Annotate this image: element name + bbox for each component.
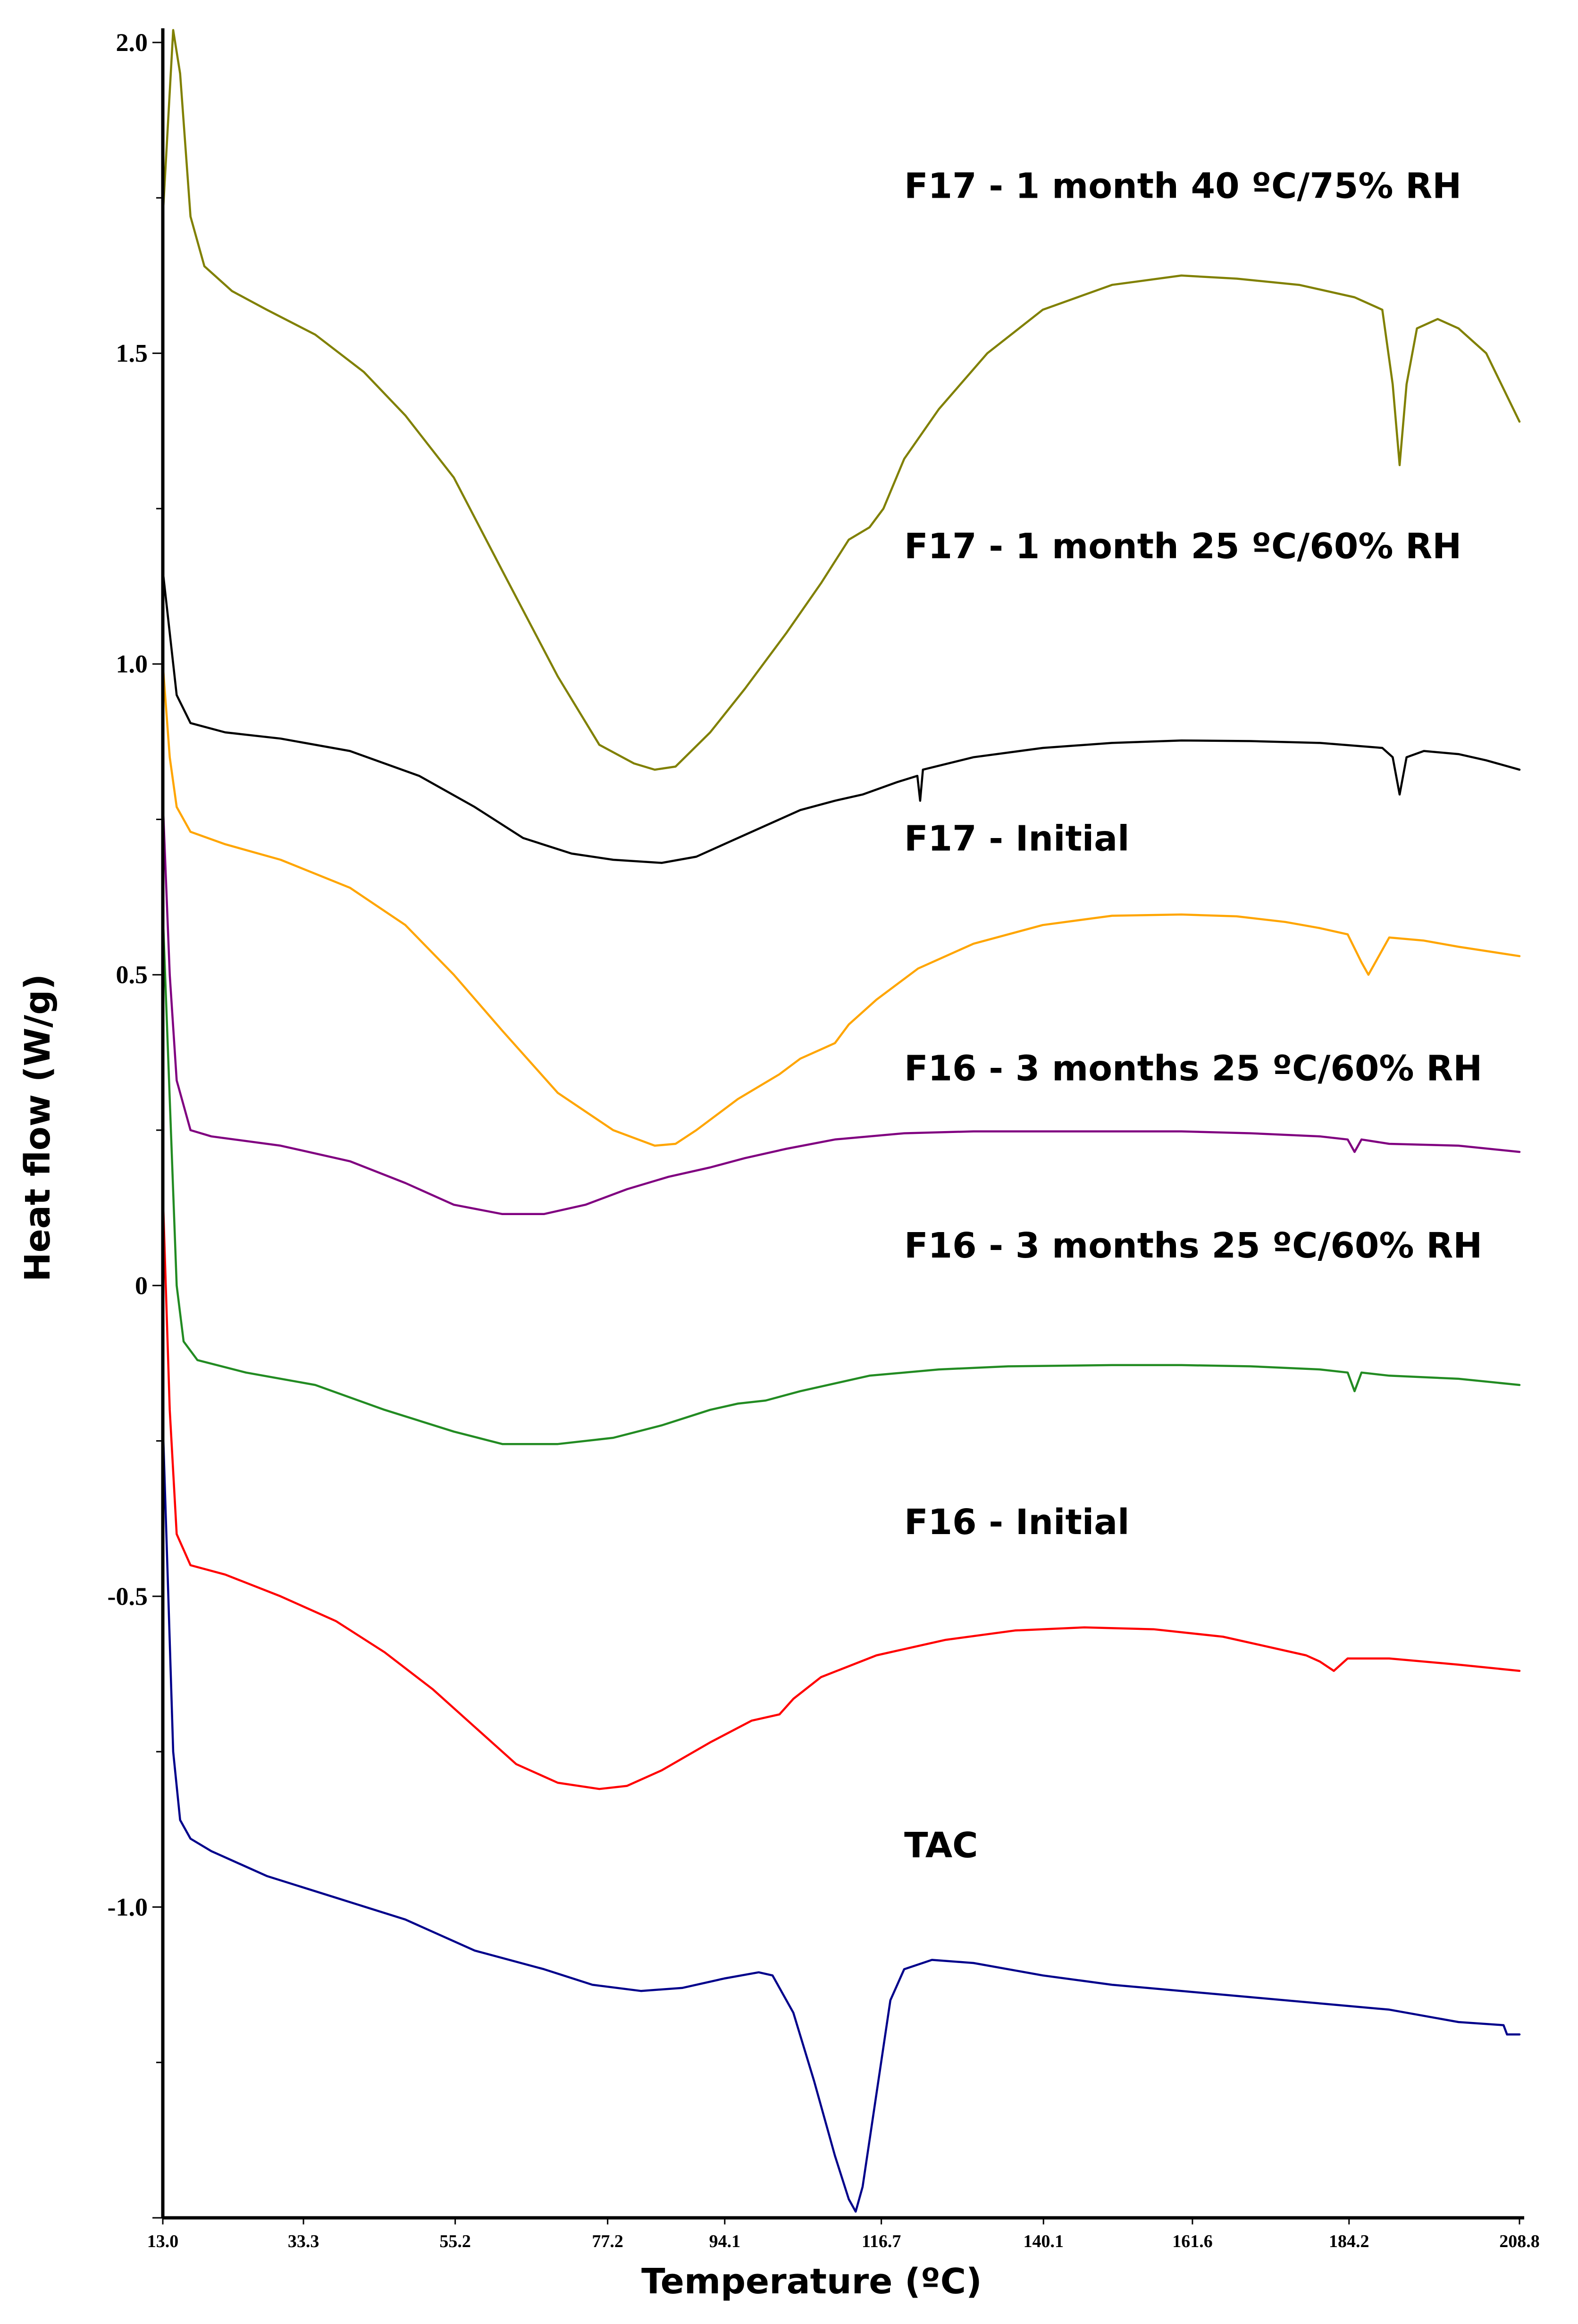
y-axis-title: Heat flow (W/g) [17,974,58,1282]
x-tick-label: 33.3 [288,2232,319,2251]
x-axis-title: Temperature (ºC) [641,2261,982,2302]
series-line-2 [161,570,1521,864]
axes [161,28,1524,2220]
y-tick-label: 1.5 [116,339,148,368]
y-axis-ticks: 2.0 1.5 1.0 0.5 0 -0.5 -1.0 [108,28,163,2219]
series-line-5 [161,911,1521,1445]
series-label-1: F17 - 1 month 40 ºC/75% RH [904,166,1461,206]
x-tick-label: 77.2 [592,2232,623,2251]
series-label-2: F17 - 1 month 25 ºC/60% RH [904,526,1461,567]
x-tick-label: 208.8 [1499,2232,1540,2251]
series-label-7: TAC [904,1825,978,1866]
series-line-1 [161,29,1521,771]
x-tick-label: 140.1 [1024,2232,1064,2251]
x-tick-label: 184.2 [1329,2232,1369,2251]
series-line-3 [161,663,1521,1147]
series-line-6 [161,1191,1521,1790]
x-tick-label: 116.7 [862,2232,901,2251]
x-axis-ticks: 13.0 33.3 55.2 77.2 94.1 116.7 140.1 161.6 184.2… [147,2218,1540,2251]
y-tick-label: 1.0 [116,650,148,678]
series-label-6: F16 - Initial [904,1502,1129,1543]
y-tick-label: -1.0 [108,1893,148,1921]
series-curves [161,29,1521,2213]
series-labels: F17 - 1 month 40 ºC/75% RH F17 - 1 month … [904,166,1482,1866]
series-line-7 [161,1421,1521,2213]
y-tick-label: 0.5 [116,961,148,989]
x-tick-label: 55.2 [439,2232,471,2251]
y-tick-label: 0 [135,1271,148,1300]
y-tick-label: 2.0 [116,28,148,57]
x-tick-label: 13.0 [147,2232,179,2251]
x-tick-label: 161.6 [1172,2232,1213,2251]
x-tick-label: 94.1 [709,2232,741,2251]
series-line-4 [161,799,1521,1216]
series-label-5: F16 - 3 months 25 ºC/60% RH [904,1225,1482,1266]
series-label-3: F17 - Initial [904,818,1129,859]
y-tick-label: -0.5 [108,1582,148,1611]
series-label-4: F16 - 3 months 25 ºC/60% RH [904,1049,1482,1089]
